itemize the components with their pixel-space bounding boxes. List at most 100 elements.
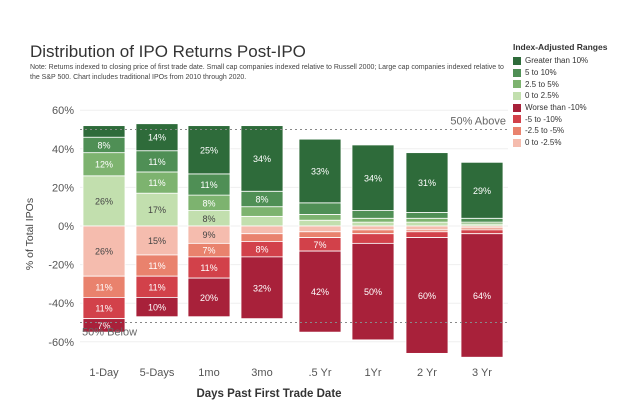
legend-swatch [513, 103, 521, 112]
bar-segment [187, 125, 231, 175]
bar-value-label: 20% [200, 293, 218, 303]
y-axis-label: % of Total IPOs [24, 198, 36, 270]
bar-value-label: 7% [202, 246, 215, 256]
bar-value-label: 14% [148, 133, 166, 143]
bar-value-label: 29% [473, 186, 491, 196]
bar-segment [82, 318, 126, 333]
bar-segment [351, 242, 395, 341]
bar-value-label: 34% [253, 154, 271, 164]
bar-segment [460, 217, 504, 223]
legend-swatch [513, 56, 521, 65]
bar-segment [135, 297, 179, 318]
bar-segment [405, 217, 449, 223]
legend-swatch [513, 138, 521, 147]
x-tick-label: 1mo [198, 367, 219, 379]
bar-segment [460, 233, 504, 358]
legend-label: 2.5 to 5% [525, 79, 559, 89]
bar-segment [405, 221, 449, 227]
bar-value-label: 7% [313, 240, 326, 250]
legend-label: Worse than -10% [525, 103, 587, 113]
x-tick-label: 5-Days [140, 367, 175, 379]
bar-value-label: 11% [148, 178, 165, 188]
bar-value-label: 33% [311, 166, 329, 176]
legend: Index-Adjusted Ranges Greater than 10% 5 … [513, 42, 621, 149]
bar-segment [240, 225, 284, 235]
legend-swatch [513, 91, 521, 100]
y-tick-label: 0% [58, 221, 74, 233]
y-tick-label: 20% [52, 182, 74, 194]
bar-segment [351, 221, 395, 227]
bar-value-label: 11% [200, 180, 217, 190]
reference-line-label: 50% Below [82, 327, 137, 339]
bar-value-label: 11% [95, 304, 112, 314]
y-tick-label: 40% [52, 144, 74, 156]
legend-label: -5 to -10% [525, 114, 562, 124]
bar-segment [351, 229, 395, 235]
bar-value-label: 8% [255, 245, 268, 255]
legend-item: -5 to -10% [513, 113, 621, 125]
bar-segment [135, 192, 179, 227]
bar-segment [135, 225, 179, 256]
legend-swatch [513, 115, 521, 124]
bar-segment [298, 202, 342, 215]
bar-segment [82, 225, 126, 277]
legend-item: -2.5 to -5% [513, 125, 621, 137]
bar-value-label: 32% [253, 283, 271, 293]
x-tick-label: 1-Day [89, 367, 119, 379]
legend-label: 5 to 10% [525, 68, 557, 78]
x-tick-label: .5 Yr [308, 367, 331, 379]
bar-value-label: 8% [255, 194, 268, 204]
bar-value-label: 11% [95, 282, 112, 292]
bar-segment [298, 138, 342, 204]
bar-segment [298, 250, 342, 333]
bar-segment [298, 219, 342, 227]
bar-segment [405, 225, 449, 231]
x-tick-label: 3mo [251, 367, 272, 379]
bar-value-label: 42% [311, 287, 329, 297]
legend-item: Worse than -10% [513, 102, 621, 114]
chart-note: Note: Returns indexed to closing price o… [30, 64, 504, 81]
bar-value-label: 9% [202, 230, 215, 240]
bar-value-label: 60% [418, 291, 436, 301]
x-tick-label: 3 Yr [472, 367, 492, 379]
legend-label: 0 to 2.5% [525, 91, 559, 101]
bar-segment [240, 256, 284, 320]
bar-value-label: 34% [364, 173, 382, 183]
bar-value-label: 8% [97, 140, 110, 150]
legend-swatch [513, 126, 521, 135]
bar-segment [405, 152, 449, 213]
bar-value-label: 8% [202, 214, 215, 224]
bar-value-label: 8% [202, 198, 215, 208]
legend-item: 2.5 to 5% [513, 78, 621, 90]
y-tick-label: -60% [48, 337, 74, 349]
bar-segment [460, 229, 504, 235]
legend-title: Index-Adjusted Ranges [513, 42, 608, 52]
bar-segment [298, 225, 342, 233]
bar-segment [351, 210, 395, 219]
bar-segment [298, 231, 342, 238]
bar-value-label: 26% [95, 196, 113, 206]
bar-segment [405, 212, 449, 219]
bar-value-label: 50% [364, 287, 382, 297]
bar-value-label: 26% [95, 247, 113, 257]
bar-value-label: 11% [148, 157, 165, 167]
bar-segment [187, 277, 231, 318]
bar-segment [82, 125, 126, 138]
legend-label: Greater than 10% [525, 56, 589, 66]
bar-segment [351, 217, 395, 223]
bar-segment [405, 231, 449, 238]
bar-value-label: 31% [418, 178, 436, 188]
legend-label: -2.5 to -5% [525, 126, 565, 136]
legend-item: Greater than 10% [513, 55, 621, 67]
bar-segment [460, 161, 504, 219]
legend-swatch [513, 68, 521, 77]
bar-value-label: 11% [148, 282, 165, 292]
bar-segment [240, 125, 284, 192]
bar-segment [351, 233, 395, 244]
legend-label: 0 to -2.5% [525, 138, 562, 148]
y-tick-label: -20% [48, 260, 74, 272]
bar-segment [351, 144, 395, 211]
bar-value-label: 10% [148, 303, 166, 313]
bar-value-label: 7% [97, 321, 110, 331]
